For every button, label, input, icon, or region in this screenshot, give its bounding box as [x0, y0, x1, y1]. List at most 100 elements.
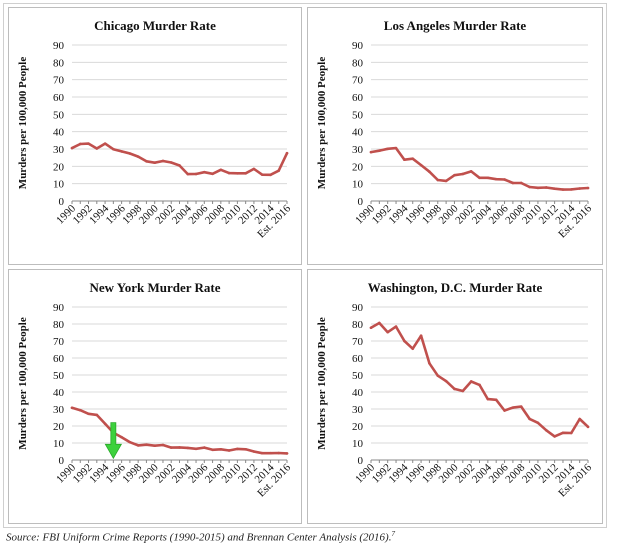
- y-tick-label: 60: [352, 92, 364, 104]
- y-tick-label: 0: [59, 455, 65, 467]
- data-point: [511, 406, 515, 409]
- washington-dc-chart-panel: Washington, D.C. Murder Rate Murders per …: [307, 269, 603, 524]
- y-tick-label: 10: [53, 438, 65, 450]
- data-point: [136, 444, 140, 447]
- data-point: [570, 431, 573, 435]
- data-point: [219, 447, 223, 451]
- data-point: [260, 451, 264, 455]
- y-tick-label: 30: [53, 144, 65, 156]
- y-tick-label: 0: [358, 455, 364, 467]
- data-point: [586, 425, 590, 429]
- y-tick-label: 50: [352, 109, 364, 121]
- data-point: [528, 185, 531, 189]
- data-point: [561, 188, 565, 191]
- data-point: [453, 387, 456, 391]
- data-point: [95, 413, 99, 417]
- y-tick-label: 70: [352, 75, 364, 87]
- data-point: [544, 428, 548, 432]
- figure-frame: Chicago Murder Rate Murders per 100,000 P…: [3, 3, 607, 528]
- data-point: [153, 161, 156, 164]
- y-tick-label: 40: [53, 127, 65, 139]
- data-point: [244, 171, 247, 175]
- y-tick-label: 70: [352, 336, 364, 348]
- data-point: [411, 157, 415, 161]
- data-point: [553, 187, 556, 190]
- chicago-chart-panel: Chicago Murder Rate Murders per 100,000 P…: [8, 7, 302, 265]
- y-axis-label: Murders per 100,000 People: [316, 57, 328, 190]
- data-point: [378, 321, 381, 325]
- data-point: [269, 173, 272, 177]
- y-tick-label: 90: [53, 40, 65, 52]
- data-point: [252, 450, 256, 453]
- los-angeles-chart-svg: Los Angeles Murder Rate Murders per 100,0…: [316, 18, 594, 241]
- y-tick-label: 10: [352, 438, 364, 450]
- y-tick-label: 50: [352, 370, 364, 382]
- y-tick-label: 70: [53, 336, 65, 348]
- data-point: [394, 146, 398, 150]
- data-point: [428, 170, 431, 174]
- data-point: [227, 449, 231, 452]
- y-tick-label: 0: [358, 196, 364, 208]
- data-point: [561, 431, 565, 435]
- data-point: [494, 398, 498, 402]
- y-tick-label: 60: [53, 92, 65, 104]
- data-point: [511, 181, 515, 185]
- data-point: [186, 446, 190, 450]
- data-point: [494, 177, 498, 181]
- y-tick-label: 70: [53, 75, 65, 87]
- data-point: [536, 186, 540, 190]
- data-point: [203, 446, 206, 449]
- data-point: [394, 325, 398, 328]
- data-point: [419, 163, 423, 167]
- data-point: [285, 151, 289, 155]
- y-tick-label: 80: [352, 319, 364, 331]
- y-axis-label: Murders per 100,000 People: [316, 317, 328, 450]
- washington-dc-chart-svg: Washington, D.C. Murder Rate Murders per …: [316, 280, 594, 500]
- data-point: [211, 172, 214, 176]
- data-point: [486, 176, 490, 180]
- y-tick-label: 60: [352, 353, 364, 365]
- data-point: [285, 452, 289, 455]
- data-point: [194, 447, 198, 451]
- y-tick-label: 30: [53, 404, 65, 416]
- data-point: [386, 330, 389, 334]
- chicago-chart-svg: Chicago Murder Rate Murders per 100,000 P…: [17, 18, 293, 241]
- data-point: [586, 186, 590, 190]
- data-point: [169, 446, 173, 449]
- y-tick-label: 60: [53, 353, 65, 365]
- y-tick-label: 80: [53, 319, 65, 331]
- y-tick-label: 20: [352, 421, 364, 433]
- data-point: [145, 443, 148, 446]
- data-point: [186, 172, 190, 176]
- data-point: [269, 451, 272, 455]
- data-point: [227, 171, 231, 175]
- data-point: [78, 142, 82, 146]
- data-point: [103, 142, 107, 145]
- y-tick-label: 80: [53, 57, 65, 69]
- y-tick-label: 50: [53, 370, 65, 382]
- source-note: Source: FBI Uniform Crime Reports (1990-…: [6, 530, 395, 544]
- data-point: [528, 417, 531, 421]
- chart-title: Chicago Murder Rate: [94, 18, 216, 33]
- data-point: [570, 188, 573, 191]
- data-point: [95, 147, 99, 150]
- data-point: [87, 412, 90, 416]
- data-point: [369, 326, 373, 330]
- data-point: [194, 172, 198, 176]
- data-point: [120, 150, 123, 153]
- y-tick-label: 20: [352, 161, 364, 173]
- data-point: [486, 397, 490, 401]
- data-point: [236, 171, 239, 175]
- data-point: [469, 170, 473, 173]
- data-point: [519, 405, 523, 408]
- down-arrow-icon: [104, 422, 123, 460]
- data-point: [436, 374, 440, 377]
- y-axis-label: Murders per 100,000 People: [17, 57, 29, 190]
- data-point: [70, 406, 74, 410]
- data-point: [112, 147, 115, 151]
- data-point: [244, 447, 247, 451]
- data-point: [161, 159, 165, 163]
- data-point: [519, 181, 523, 185]
- data-point: [386, 147, 389, 151]
- data-point: [120, 435, 123, 439]
